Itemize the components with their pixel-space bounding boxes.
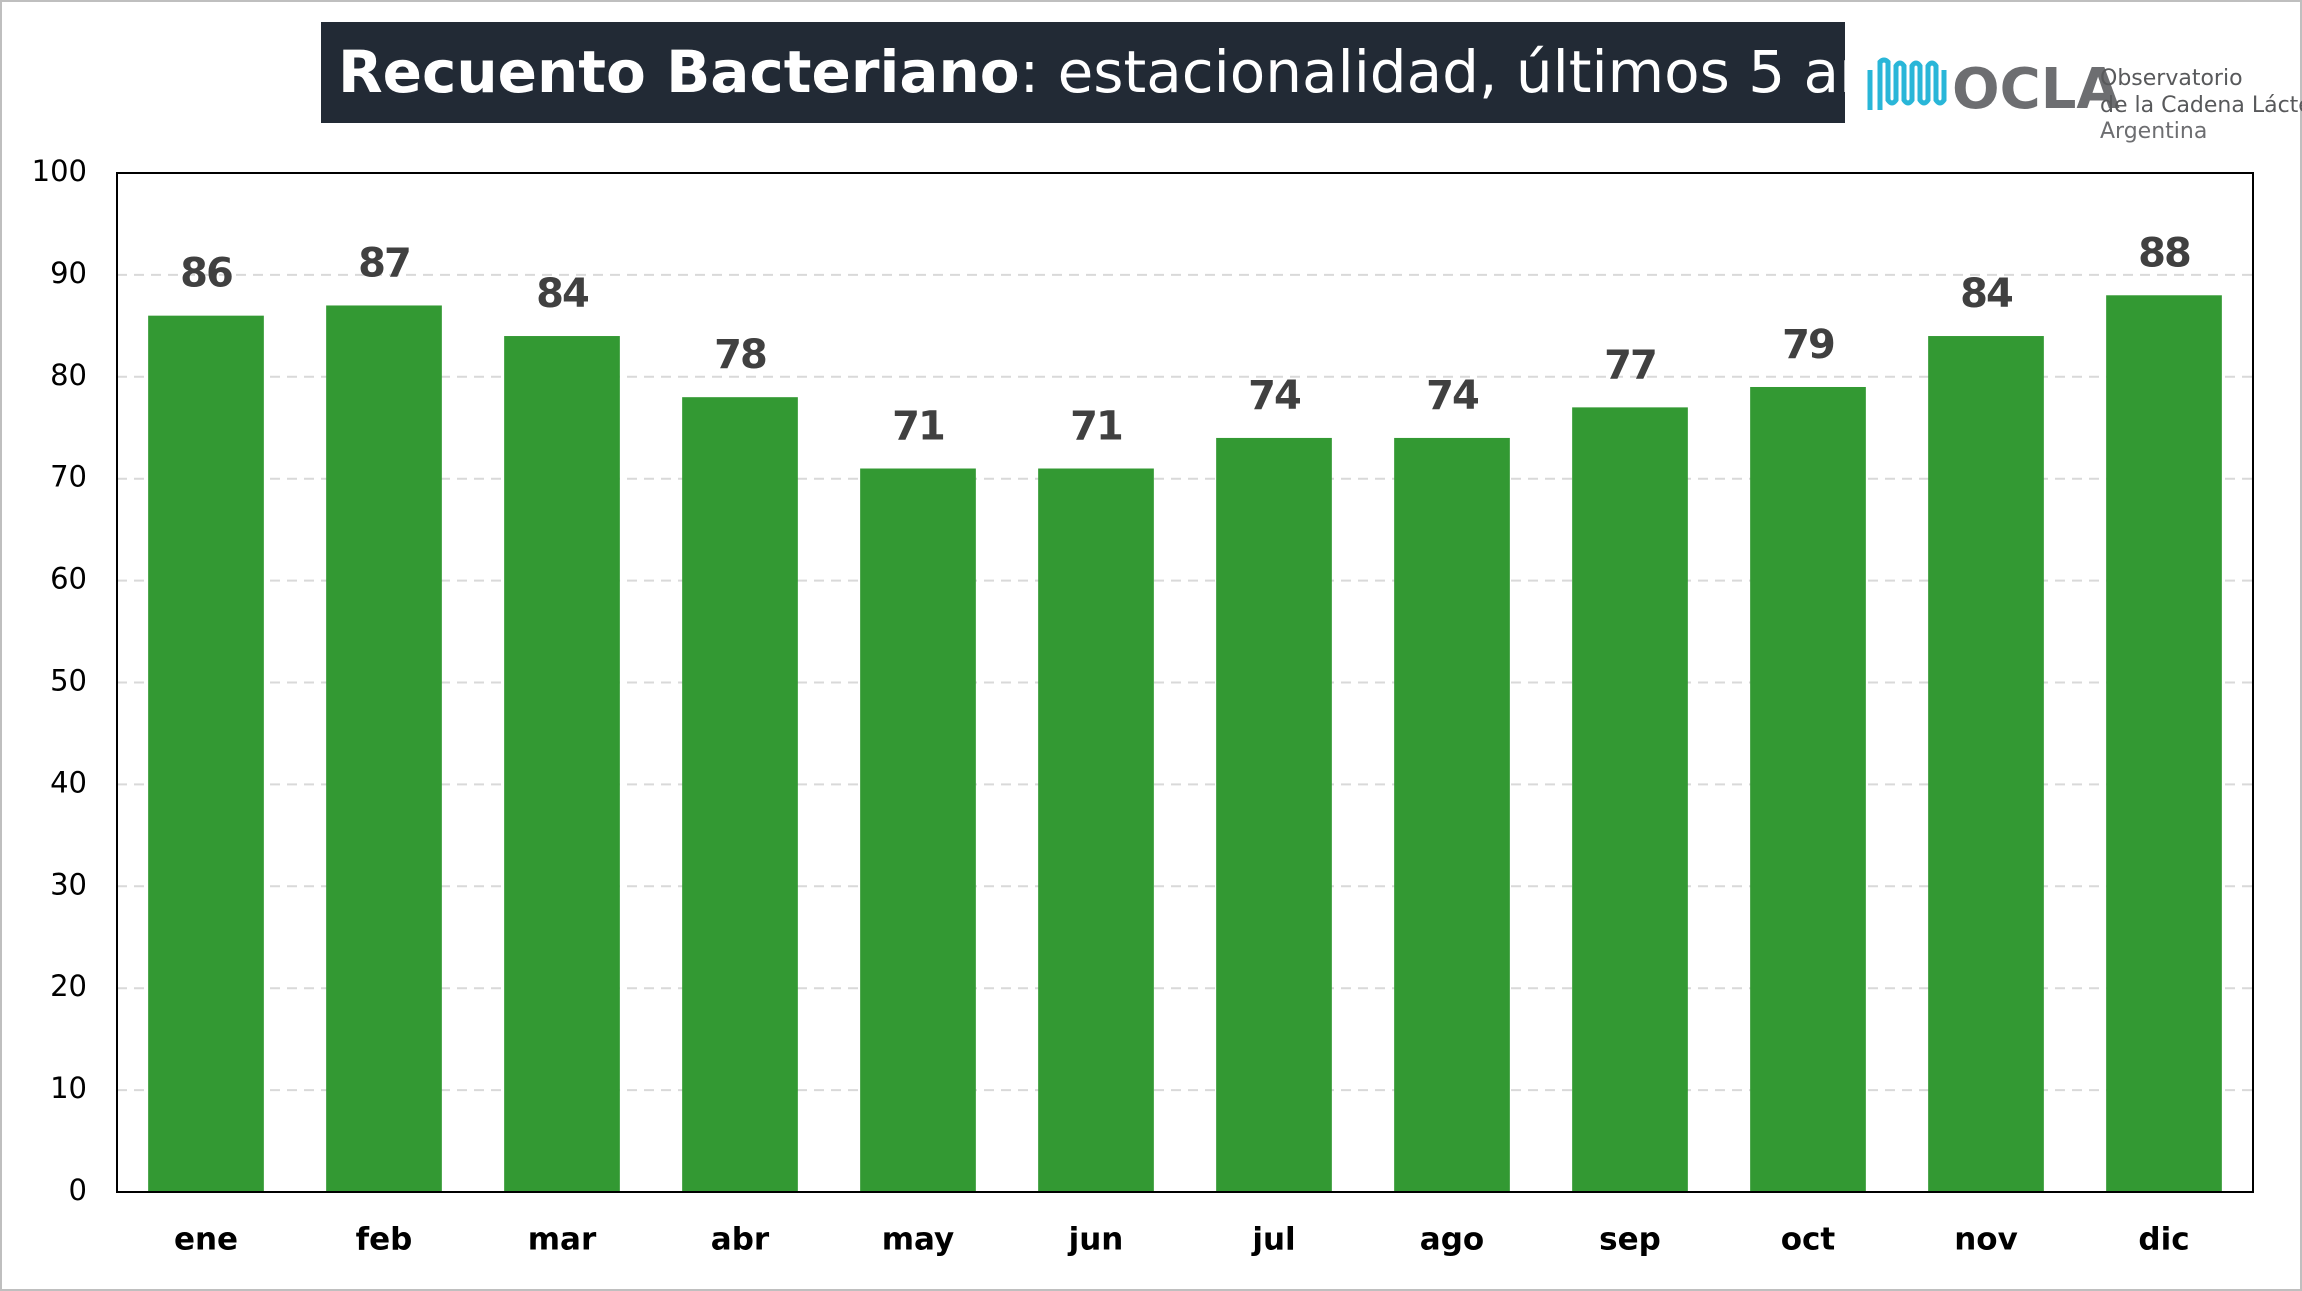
value-label: 86 (180, 251, 232, 297)
value-label: 71 (892, 404, 944, 450)
y-tick-label: 30 (50, 867, 87, 901)
value-label: 88 (2138, 230, 2190, 276)
value-label: 74 (1248, 373, 1300, 419)
x-tick-label: dic (2138, 1222, 2189, 1258)
bar (1394, 437, 1510, 1192)
x-tick-label: mar (528, 1222, 597, 1258)
x-tick-label: jul (1250, 1222, 1295, 1258)
bar (682, 397, 798, 1192)
value-label: 77 (1604, 342, 1656, 388)
y-tick-label: 20 (50, 969, 87, 1003)
logo-text: de la Cadena Láctea (2100, 93, 2302, 118)
bar (1750, 386, 1866, 1192)
y-tick-label: 0 (69, 1173, 87, 1207)
bar (860, 468, 976, 1192)
bar (1038, 468, 1154, 1192)
value-label: 78 (714, 332, 766, 378)
x-tick-label: oct (1781, 1222, 1836, 1258)
x-tick-label: jun (1067, 1222, 1124, 1258)
title-box (321, 22, 1845, 123)
x-tick-label: nov (1954, 1222, 2018, 1258)
y-tick-label: 80 (50, 358, 87, 392)
x-tick-label: ene (174, 1222, 238, 1258)
bar (1216, 437, 1332, 1192)
logo-name: OCLA (1952, 57, 2120, 122)
y-tick-label: 50 (50, 664, 87, 698)
x-tick-label: sep (1599, 1222, 1661, 1258)
chart-title-line: Recuento Bacteriano: estacionalidad, últ… (338, 38, 1942, 106)
value-label: 84 (1960, 271, 2012, 317)
plot-border (116, 172, 2254, 1193)
y-tick-label: 90 (50, 256, 87, 290)
logo-text: Observatorio (2100, 66, 2243, 91)
chart-title: Recuento Bacteriano (338, 38, 1020, 106)
y-tick-label: 70 (50, 460, 87, 494)
y-tick-label: 10 (50, 1071, 87, 1105)
logo-icon (1867, 57, 1947, 110)
x-tick-label: abr (711, 1222, 770, 1258)
value-label: 87 (358, 240, 410, 286)
value-label: 74 (1426, 373, 1478, 419)
bar (1928, 336, 2044, 1192)
x-tick-label: feb (356, 1222, 413, 1258)
value-label: 79 (1782, 322, 1834, 368)
bar (2106, 295, 2222, 1192)
value-label: 71 (1070, 404, 1122, 450)
value-label: 84 (536, 271, 588, 317)
x-tick-label: may (882, 1222, 954, 1258)
y-tick-label: 60 (50, 562, 87, 596)
bar (326, 305, 442, 1193)
y-tick-label: 40 (50, 765, 87, 799)
logo-text: Argentina (2100, 119, 2207, 144)
x-tick-label: ago (1420, 1222, 1484, 1258)
bar (504, 336, 620, 1192)
bar (1572, 407, 1688, 1192)
bar (148, 315, 264, 1192)
chart-subtitle: : estacionalidad, últimos 5 años (1020, 38, 1942, 106)
plot: 0 10 20 30 40 50 60 70 80 90 100 ene 86 feb 87 mar 84 abr… (32, 154, 2253, 1258)
y-tick-label: 100 (32, 154, 87, 188)
